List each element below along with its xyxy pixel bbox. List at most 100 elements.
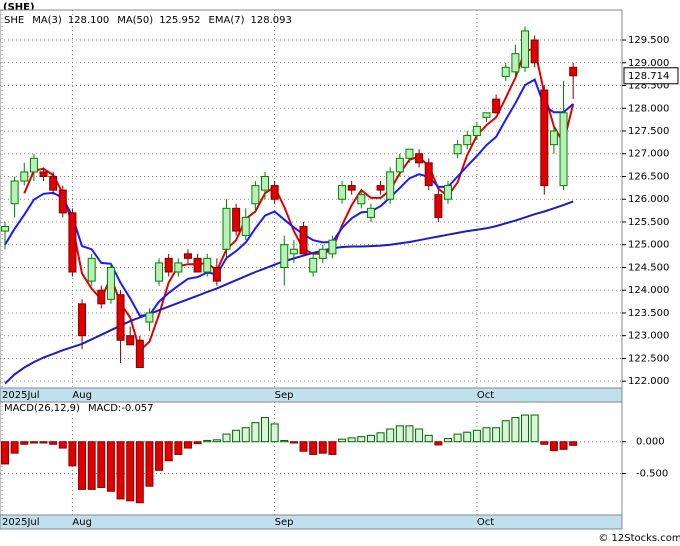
candle-body — [126, 335, 135, 346]
x-tick-label: Oct — [477, 517, 494, 528]
macd-bar — [549, 441, 558, 452]
macd-bar — [405, 425, 414, 443]
candle-body — [472, 125, 481, 137]
candle-body — [443, 185, 452, 200]
candle-body — [135, 339, 144, 369]
candle-body — [270, 185, 279, 200]
candle-body — [193, 257, 202, 273]
candle-body — [309, 257, 318, 273]
macd-bar — [29, 441, 38, 444]
macd-bar — [145, 441, 154, 487]
date-band — [0, 387, 623, 403]
candle-body — [405, 148, 414, 159]
macd-bar — [386, 428, 395, 443]
candle-body — [453, 144, 462, 155]
macd-bar — [232, 429, 241, 443]
candle-body — [492, 98, 501, 114]
y-tick-label: -0.500 — [636, 468, 668, 479]
candle-body — [116, 294, 125, 341]
candle-body — [328, 239, 337, 255]
macd-bar — [20, 441, 29, 445]
y-tick-label: 128.500 — [628, 81, 669, 92]
candle-body — [87, 257, 96, 282]
macd-bar — [289, 441, 298, 444]
x-tick-label: 2025Jul — [2, 517, 40, 528]
macd-bar — [10, 441, 19, 454]
macd-bar — [376, 432, 385, 443]
macd-bar — [492, 427, 501, 443]
candle-body — [280, 244, 289, 268]
macd-bar — [68, 441, 77, 467]
candle-body — [222, 207, 231, 250]
macd-bar — [126, 441, 135, 502]
macd-bar — [203, 439, 212, 443]
macd-bar — [183, 441, 192, 449]
legend-symbol: SHE — [4, 15, 24, 26]
macd-bar — [482, 427, 491, 443]
candle-body — [164, 257, 173, 273]
candle-body — [386, 171, 395, 200]
candle-body — [395, 157, 404, 173]
macd-bar — [78, 441, 87, 490]
candle-body — [183, 253, 192, 259]
candle-body — [49, 175, 58, 191]
candle-body — [376, 185, 385, 191]
macd-bar — [366, 434, 375, 443]
legend-name: EMA(7) — [209, 15, 245, 26]
candle-body — [569, 66, 578, 77]
candle-body — [299, 226, 308, 255]
indicator-line — [4, 200, 574, 385]
candle-body — [68, 212, 77, 273]
candle-body — [106, 266, 115, 300]
legend-name: MA(3) — [32, 15, 62, 26]
y-tick-label: 122.000 — [628, 376, 669, 387]
x-tick-label: Aug — [72, 390, 92, 401]
y-tick-label: 125.500 — [628, 217, 669, 228]
macd-bar — [559, 441, 568, 450]
macd-bar — [511, 417, 520, 443]
indicator-line — [4, 78, 574, 317]
macd-bar — [501, 420, 510, 443]
candle-body — [10, 180, 19, 205]
candle-body — [155, 262, 164, 282]
macd-bar — [443, 438, 452, 443]
macd-bar — [472, 429, 481, 443]
candle-body — [366, 207, 375, 218]
macd-bar — [569, 441, 578, 446]
y-tick-label: 127.500 — [628, 126, 669, 137]
y-tick-label: 124.500 — [628, 262, 669, 273]
macd-bar — [49, 441, 58, 445]
candle-body — [501, 66, 510, 77]
candle-body — [174, 262, 183, 273]
candle-body — [463, 135, 472, 146]
x-tick-label: Oct — [477, 390, 494, 401]
x-tick-label: Aug — [72, 517, 92, 528]
candle-body — [203, 257, 212, 273]
legend-name: MA(50) — [117, 15, 153, 26]
candle-body — [530, 39, 539, 64]
macd-bar — [338, 438, 347, 443]
macd-bar — [1, 441, 9, 465]
candle-body — [251, 185, 260, 205]
candle-body — [559, 112, 568, 187]
macd-bar — [280, 439, 289, 443]
macd-bar — [155, 441, 164, 471]
footer: © 12Stocks.com — [598, 533, 680, 544]
y-tick-label: 123.500 — [628, 308, 669, 319]
macd-bar — [251, 422, 260, 443]
x-tick-label: 2025Jul — [2, 390, 40, 401]
candle-body — [347, 185, 356, 191]
legend-value: 125.952 — [159, 15, 200, 26]
candle-body — [58, 189, 67, 214]
candle-body — [482, 112, 491, 118]
macd-bar — [87, 441, 96, 490]
legend-value: 128.100 — [68, 15, 109, 26]
macd-bar — [241, 427, 250, 443]
macd-bar — [116, 441, 125, 500]
candle-body — [29, 157, 38, 173]
date-band — [0, 514, 623, 530]
macd-bar — [174, 441, 183, 455]
y-tick-label: 124.000 — [628, 285, 669, 296]
candle-body — [338, 185, 347, 200]
macd-bar — [309, 441, 318, 455]
